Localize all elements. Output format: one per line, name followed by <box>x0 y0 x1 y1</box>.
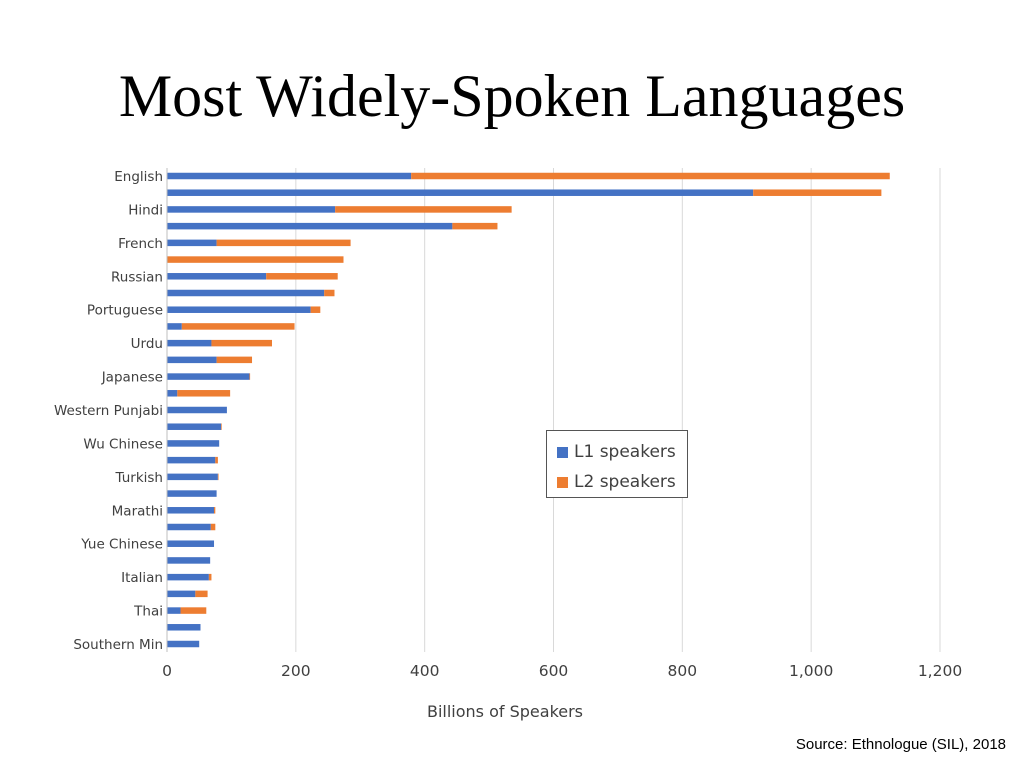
chart-legend: L1 speakers L2 speakers <box>546 430 688 498</box>
bar-l1-27 <box>167 624 201 631</box>
x-tick-label: 400 <box>410 662 440 680</box>
category-label: Southern Min <box>73 637 163 653</box>
bar-l2-21 <box>210 523 216 531</box>
category-label: French <box>118 236 163 252</box>
bar-l2-17 <box>215 456 218 464</box>
category-labels: English Hindi French Russian Portuguese Urdu J… <box>54 169 163 653</box>
bar-l1-20 <box>167 507 215 514</box>
bar-l1-10 <box>167 339 212 347</box>
category-label: Russian <box>111 269 163 285</box>
legend-label-l2: L2 speakers <box>574 472 676 492</box>
bar-l1-14 <box>167 406 227 414</box>
gridlines <box>295 168 941 652</box>
bar-l1-4 <box>167 239 217 247</box>
legend-label-l1: L1 speakers <box>574 442 676 462</box>
bar-l1-16 <box>167 440 220 447</box>
legend-swatch-l1 <box>557 446 568 458</box>
bar-l2-8 <box>310 306 321 313</box>
category-label: Thai <box>133 604 163 620</box>
bar-l2-12 <box>249 373 251 380</box>
bar-l2-18 <box>217 473 219 481</box>
bar-l1-28 <box>167 640 200 648</box>
bar-l2-2 <box>335 206 512 213</box>
bar-l2-6 <box>266 273 338 280</box>
legend-swatch-l2 <box>557 476 568 488</box>
x-tick-label: 0 <box>162 662 172 680</box>
x-tick-label: 1,200 <box>918 662 962 680</box>
bar-l2-24 <box>208 573 212 581</box>
bar-l1-26 <box>167 607 181 614</box>
category-label: Hindi <box>128 202 163 218</box>
bar-l1-1 <box>167 189 754 196</box>
bar-l2-4 <box>216 239 351 247</box>
bar-l1-8 <box>167 306 311 313</box>
bar-l2-13 <box>177 390 231 397</box>
bar-l2-9 <box>181 323 295 330</box>
x-tick-label: 600 <box>539 662 569 680</box>
source-note: Source: Ethnologue (SIL), 2018 <box>795 736 1006 753</box>
bar-l2-0 <box>411 172 890 180</box>
x-axis-title: Billions of Speakers <box>427 702 583 721</box>
x-tick-label: 200 <box>281 662 311 680</box>
bar-l2-3 <box>452 222 498 230</box>
category-label: Western Punjabi <box>54 403 163 419</box>
bar-l1-17 <box>167 456 216 464</box>
bar-l1-3 <box>167 222 453 230</box>
legend-entry-l1: L1 speakers <box>557 437 677 467</box>
bar-l2-15 <box>221 423 222 430</box>
category-label: Yue Chinese <box>80 537 163 553</box>
category-label: Wu Chinese <box>83 436 163 452</box>
bar-l1-23 <box>167 557 211 564</box>
category-label: Japanese <box>101 370 163 386</box>
bar-l1-21 <box>167 523 211 531</box>
bar-l1-25 <box>167 590 196 598</box>
bar-l1-24 <box>167 573 209 581</box>
category-label: Italian <box>121 570 163 586</box>
bar-l1-2 <box>167 206 336 213</box>
x-tick-labels: 0 200 400 600 800 1,000 1,200 <box>162 662 962 680</box>
bar-l1-18 <box>167 473 218 481</box>
x-tick-label: 1,000 <box>789 662 833 680</box>
bar-l1-6 <box>167 273 267 280</box>
bar-l1-22 <box>167 540 215 547</box>
bar-l1-15 <box>167 423 222 430</box>
category-label: Urdu <box>131 336 163 352</box>
bar-l2-26 <box>180 607 207 614</box>
category-label: English <box>114 169 163 185</box>
bar-l2-11 <box>216 356 253 364</box>
bars <box>167 172 890 648</box>
legend-entry-l2: L2 speakers <box>557 467 677 497</box>
x-tick-label: 800 <box>668 662 698 680</box>
category-label: Portuguese <box>87 303 163 319</box>
bar-l1-19 <box>167 490 217 497</box>
bar-l2-25 <box>195 590 208 598</box>
bar-l1-12 <box>167 373 250 380</box>
slide-title: Most Widely-Spoken Languages <box>118 63 906 129</box>
bar-l1-9 <box>167 323 182 330</box>
bar-l1-0 <box>167 172 412 180</box>
bar-l1-13 <box>167 390 178 397</box>
bar-l2-5 <box>167 256 344 263</box>
bar-l2-7 <box>324 289 335 297</box>
category-label: Marathi <box>112 503 163 519</box>
category-label: Turkish <box>115 470 163 486</box>
bar-l2-1 <box>753 189 882 196</box>
bar-l1-7 <box>167 289 325 297</box>
bar-l1-11 <box>167 356 217 364</box>
bar-l2-10 <box>211 339 272 347</box>
bar-l2-20 <box>214 507 216 514</box>
